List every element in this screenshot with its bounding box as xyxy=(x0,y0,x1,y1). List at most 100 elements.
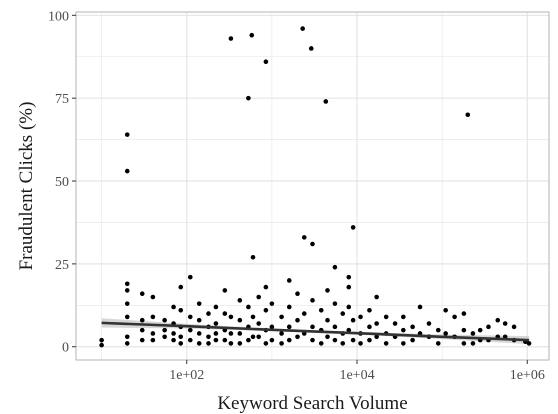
data-point xyxy=(206,311,211,316)
data-point xyxy=(350,337,356,343)
data-point xyxy=(367,337,372,343)
data-point xyxy=(246,337,251,343)
data-point xyxy=(332,337,338,343)
data-point xyxy=(237,298,243,303)
x-axis-ticks: 1e+02 1e+04 1e+06 xyxy=(169,360,545,383)
data-point xyxy=(486,324,491,330)
y-tick-label: 25 xyxy=(55,258,69,273)
data-point xyxy=(325,288,330,293)
data-point xyxy=(511,324,517,330)
data-point xyxy=(301,311,307,316)
data-point xyxy=(263,284,269,290)
data-point xyxy=(358,314,363,320)
data-point xyxy=(279,314,284,320)
x-tick-label: 1e+02 xyxy=(169,368,204,383)
data-point xyxy=(124,301,130,306)
data-point xyxy=(279,331,284,336)
data-point xyxy=(196,317,202,323)
x-tick-label: 1e+06 xyxy=(510,368,545,383)
data-point xyxy=(295,291,300,297)
data-point xyxy=(124,281,130,287)
data-point xyxy=(124,341,130,346)
data-point xyxy=(124,168,130,174)
data-point xyxy=(470,331,476,336)
data-point xyxy=(346,304,352,310)
plot-panel-border xyxy=(75,11,550,361)
data-point xyxy=(228,314,234,320)
data-point xyxy=(310,324,315,330)
data-point xyxy=(178,284,184,290)
data-point xyxy=(350,225,356,230)
data-point xyxy=(139,291,145,297)
data-point xyxy=(470,341,476,346)
data-point xyxy=(187,337,193,343)
data-point xyxy=(139,317,145,323)
data-point xyxy=(318,341,324,346)
data-point xyxy=(410,337,415,343)
data-point xyxy=(178,334,184,340)
data-point xyxy=(332,301,338,306)
data-point xyxy=(246,304,251,310)
data-point xyxy=(256,334,261,340)
data-point xyxy=(196,301,202,306)
y-axis-title: Fraudulent Clicks (%) xyxy=(16,102,37,271)
trend-line-path xyxy=(101,321,530,342)
data-point xyxy=(358,341,363,346)
data-point xyxy=(228,36,234,41)
data-point xyxy=(213,331,219,336)
data-point xyxy=(426,321,432,326)
data-point xyxy=(332,264,338,270)
data-point xyxy=(213,304,219,310)
data-point xyxy=(171,331,176,336)
data-point xyxy=(124,314,130,320)
data-point xyxy=(340,311,346,316)
data-point xyxy=(325,334,330,340)
data-point xyxy=(495,317,501,323)
data-point xyxy=(461,311,467,316)
data-point xyxy=(150,314,156,320)
data-point xyxy=(250,254,256,260)
data-point xyxy=(435,341,441,346)
data-point xyxy=(332,324,338,330)
data-point xyxy=(461,341,467,346)
data-point xyxy=(392,321,398,326)
data-point xyxy=(150,337,156,343)
data-point xyxy=(310,241,315,247)
data-point xyxy=(222,311,228,316)
data-point xyxy=(171,337,176,343)
data-point xyxy=(256,294,261,300)
data-point xyxy=(269,324,275,330)
data-point xyxy=(228,341,234,346)
data-point xyxy=(246,95,251,101)
data-point xyxy=(139,337,145,343)
data-point xyxy=(269,301,275,306)
data-point xyxy=(346,284,352,290)
data-point xyxy=(295,317,300,323)
data-point xyxy=(178,341,184,346)
data-point xyxy=(340,341,346,346)
data-point xyxy=(286,324,292,330)
data-point xyxy=(162,327,167,333)
x-axis-title: Keyword Search Volume xyxy=(217,393,407,414)
y-tick-label: 0 xyxy=(62,341,69,356)
data-point xyxy=(318,307,324,313)
data-point xyxy=(346,274,352,280)
data-point xyxy=(310,298,315,303)
data-point xyxy=(237,317,243,323)
data-point xyxy=(401,314,406,320)
data-point xyxy=(465,112,471,118)
data-point xyxy=(263,341,269,346)
data-point xyxy=(401,327,406,333)
x-tick-label: 1e+04 xyxy=(339,368,374,383)
data-point xyxy=(178,307,184,313)
data-point xyxy=(417,304,423,310)
data-point xyxy=(187,314,193,320)
y-tick-label: 100 xyxy=(48,9,69,24)
data-point xyxy=(295,334,300,340)
trend-line xyxy=(101,321,530,342)
y-tick-label: 50 xyxy=(55,175,69,190)
data-point xyxy=(124,132,130,137)
data-point xyxy=(99,342,104,348)
data-point xyxy=(228,331,234,336)
data-point xyxy=(237,331,243,336)
